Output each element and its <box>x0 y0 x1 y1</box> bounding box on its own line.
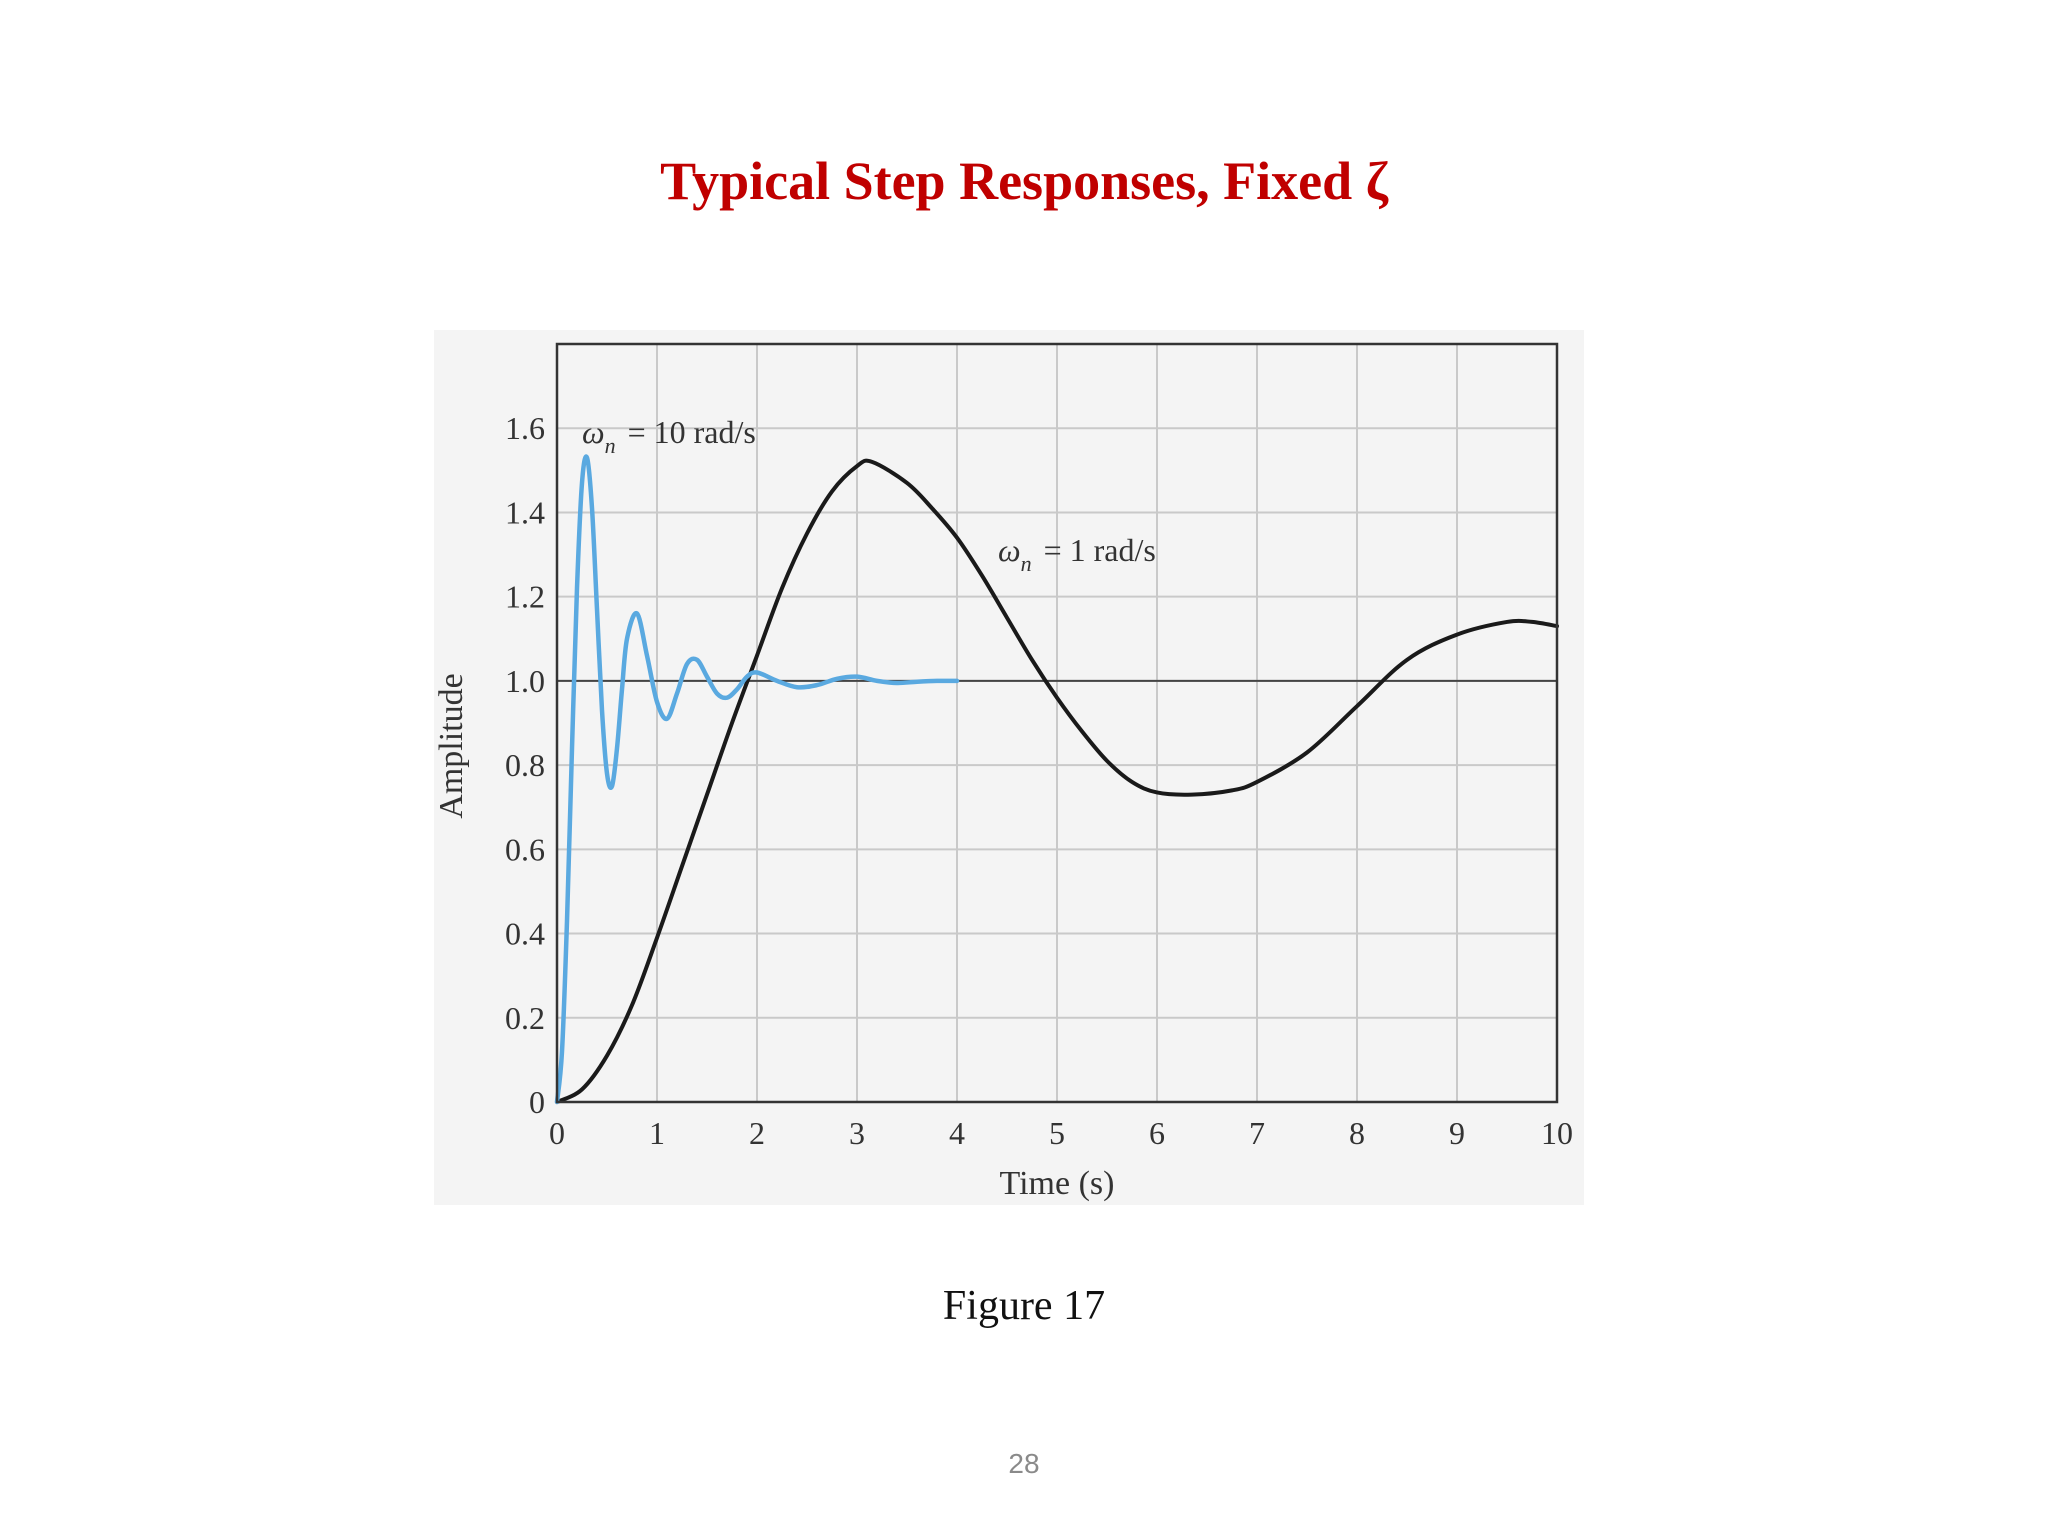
figure-caption: Figure 17 <box>942 1283 1106 1329</box>
x-tick-label: 8 <box>1349 1115 1365 1151</box>
x-tick-label: 10 <box>1541 1115 1573 1151</box>
tick-labels: 0 1 2 3 4 5 6 7 8 9 10 0 0.2 0.4 0.6 0.8 1.0 1.2 1.4 1.6 <box>505 410 1573 1151</box>
x-tick-label: 4 <box>949 1115 965 1151</box>
y-tick-label: 1.6 <box>505 410 545 446</box>
x-tick-label: 5 <box>1049 1115 1065 1151</box>
y-axis-label: Amplitude <box>434 673 470 818</box>
y-tick-label: 0.2 <box>505 1000 545 1036</box>
y-tick-label: 1.4 <box>505 494 545 530</box>
series-wn1-line <box>555 458 1559 1104</box>
y-tick-label: 1.0 <box>505 663 545 699</box>
x-tick-label: 3 <box>849 1115 865 1151</box>
series-label-wn10-subscript: n <box>605 433 616 458</box>
step-response-chart: 0 1 2 3 4 5 6 7 8 9 10 0 0.2 0.4 0.6 0.8 1.0 1.2 1.4 1.6 Ti… <box>434 342 1573 1202</box>
slide-title: Typical Step Responses, Fixed ζ <box>660 151 1388 211</box>
y-tick-label: 1.2 <box>505 579 545 615</box>
x-tick-label: 9 <box>1449 1115 1465 1151</box>
series-label-wn10-symbol: ω <box>582 414 605 450</box>
x-tick-label: 6 <box>1149 1115 1165 1151</box>
figure-panel: 0 1 2 3 4 5 6 7 8 9 10 0 0.2 0.4 0.6 0.8 1.0 1.2 1.4 1.6 Ti… <box>434 330 1584 1205</box>
plot-frame <box>555 342 1559 1104</box>
grid <box>556 344 1558 1103</box>
x-tick-label: 1 <box>649 1115 665 1151</box>
series-wn10-line <box>554 454 960 1105</box>
x-tick-label: 7 <box>1249 1115 1265 1151</box>
y-tick-label: 0 <box>529 1084 545 1120</box>
series-label-wn1-value: = 1 rad/s <box>1044 532 1156 568</box>
series-label-wn1-symbol: ω <box>998 532 1021 568</box>
y-tick-label: 0.8 <box>505 747 545 783</box>
x-tick-label: 2 <box>749 1115 765 1151</box>
x-axis-label: Time (s) <box>1000 1165 1115 1202</box>
series-label-wn10-value: = 10 rad/s <box>628 414 756 450</box>
y-tick-label: 0.6 <box>505 831 545 867</box>
page-number: 28 <box>1008 1448 1040 1479</box>
series-label-wn1-subscript: n <box>1021 551 1032 576</box>
y-tick-label: 0.4 <box>505 916 545 952</box>
series-label-wn10: ωn = 10 rad/s <box>582 414 756 458</box>
series-layer <box>554 454 1559 1105</box>
series-label-wn1: ωn = 1 rad/s <box>998 532 1156 576</box>
x-tick-label: 0 <box>549 1115 565 1151</box>
